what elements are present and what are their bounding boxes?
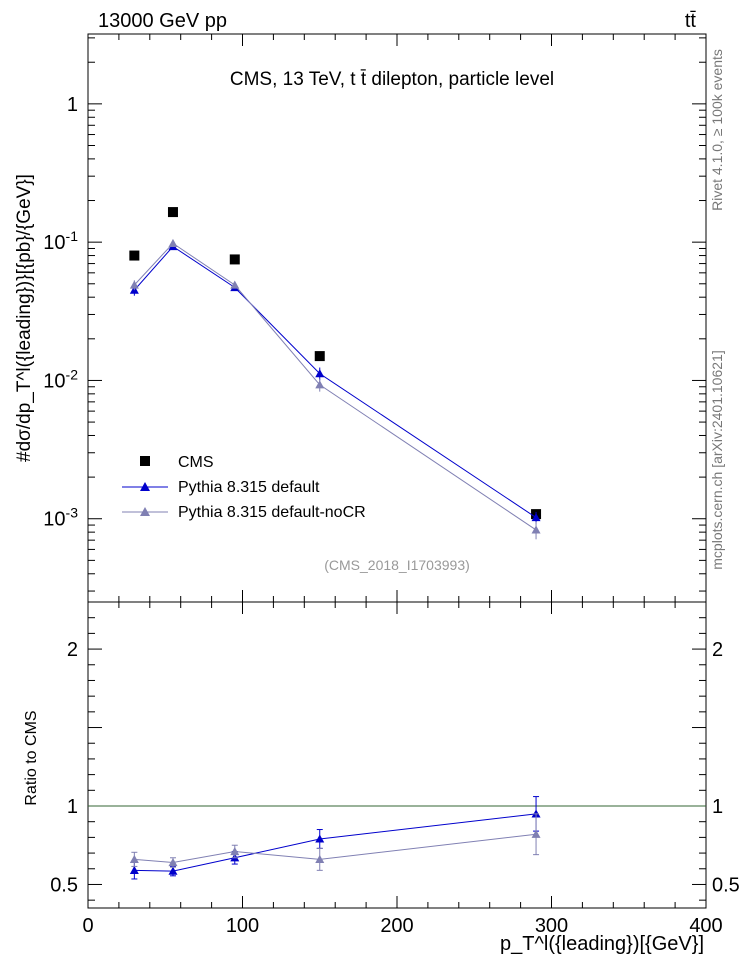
header-left: 13000 GeV pp bbox=[98, 10, 227, 32]
data-point-cms bbox=[129, 250, 140, 261]
data-point-pythia-default bbox=[315, 369, 325, 378]
mcplots-citation-label: mcplots.cern.ch [arXiv:2401.10621] bbox=[709, 350, 725, 569]
header-right: tt̄ bbox=[685, 10, 697, 32]
analysis-id-watermark: (CMS_2018_I1703993) bbox=[324, 557, 470, 573]
rivet-version-label: Rivet 4.1.0, ≥ 100k events bbox=[709, 49, 725, 211]
data-point-pythia-default bbox=[531, 513, 541, 522]
y-tick-label-ratio-right: 1 bbox=[712, 796, 723, 818]
data-point-cms bbox=[229, 254, 240, 265]
y-tick-label-main: 10-2 bbox=[43, 366, 78, 392]
main-data bbox=[129, 207, 542, 540]
y-tick-label-main: 1 bbox=[67, 94, 78, 116]
data-point-pythia-nocr bbox=[129, 280, 139, 289]
y-tick-label-main: 10-1 bbox=[43, 228, 78, 254]
ratio-point-pythia-default bbox=[168, 866, 178, 875]
x-tick-label: 100 bbox=[226, 915, 259, 937]
axes-ticks: 0 100 200 300 400 10-3 10-2 10-1 1 0.5 0.5 1 1 2 2 bbox=[43, 34, 740, 937]
legend-marker-cms bbox=[140, 456, 150, 466]
ratio-point-pythia-default bbox=[315, 834, 325, 843]
y-tick-label-main: 10-3 bbox=[43, 505, 78, 531]
ratio-panel-frame bbox=[87, 601, 707, 909]
data-point-pythia-nocr bbox=[168, 238, 178, 247]
legend-label-nocr: Pythia 8.315 default-noCR bbox=[178, 504, 366, 521]
data-point-pythia-nocr bbox=[230, 280, 240, 289]
ratio-point-pythia-nocr bbox=[168, 857, 178, 867]
legend-label-cms: CMS bbox=[178, 454, 214, 471]
x-tick-label: 300 bbox=[535, 915, 568, 937]
series-line-pythia-default bbox=[133, 245, 537, 518]
main-y-axis-label: #dσ/dp_T^l({leading})}[{pb}/{GeV}] bbox=[14, 174, 35, 462]
legend-marker-nocr bbox=[140, 507, 150, 516]
y-tick-label-ratio-left: 1 bbox=[67, 796, 78, 818]
x-tick-label: 400 bbox=[689, 915, 722, 937]
ratio-point-pythia-nocr bbox=[315, 854, 325, 863]
y-tick-label-ratio-left: 0.5 bbox=[50, 874, 78, 896]
ratio-y-axis-label: Ratio to CMS bbox=[23, 710, 40, 805]
x-tick-label: 0 bbox=[82, 915, 93, 937]
ratio-point-pythia-nocr bbox=[230, 847, 240, 856]
main-title: CMS, 13 TeV, t t̄ dilepton, particle lev… bbox=[230, 69, 554, 90]
ratio-data bbox=[129, 796, 541, 880]
ratio-line-pythia-nocr bbox=[134, 833, 537, 863]
x-axis-label: p_T^l({leading})[{GeV}] bbox=[500, 933, 704, 955]
y-tick-label-ratio-right: 2 bbox=[712, 639, 723, 661]
x-tick-label: 200 bbox=[380, 915, 413, 937]
ratio-point-pythia-nocr bbox=[129, 854, 139, 863]
data-point-cms bbox=[314, 351, 325, 362]
ratio-point-pythia-nocr bbox=[531, 829, 541, 838]
data-point-pythia-nocr bbox=[531, 525, 541, 534]
legend-label-default: Pythia 8.315 default bbox=[178, 479, 320, 496]
data-point-pythia-nocr bbox=[315, 380, 325, 389]
y-tick-label-ratio-right: 0.5 bbox=[712, 874, 740, 896]
legend-marker-default bbox=[140, 482, 150, 491]
legend: CMS Pythia 8.315 default Pythia 8.315 de… bbox=[122, 454, 366, 521]
data-point-cms bbox=[167, 207, 178, 218]
ratio-point-pythia-default bbox=[129, 865, 139, 874]
ratio-line-pythia-default bbox=[134, 813, 537, 872]
y-tick-label-ratio-left: 2 bbox=[67, 639, 78, 661]
